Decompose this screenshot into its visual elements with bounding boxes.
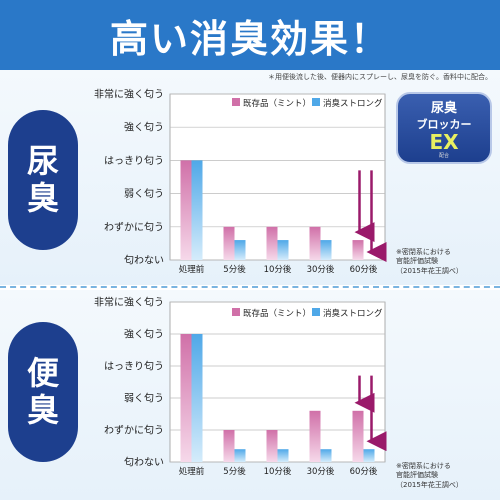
footnote-feces: ※密閉系における 官能評価試験 （2015年花王調べ）: [396, 462, 463, 490]
urine-odor-badge: 尿 臭: [8, 110, 78, 250]
usage-note: ＊用便後流した後、便器内にスプレーし、尿臭を防ぐ。香料中に配合。: [268, 73, 492, 81]
x-tick-label: 60分後: [350, 264, 378, 275]
legend-label: 消臭ストロング: [323, 98, 383, 109]
legend-swatch: [312, 308, 320, 316]
y-tick-label: 匂わない: [124, 254, 164, 267]
footnote-line: （2015年花王調べ）: [396, 266, 463, 275]
badge-char: 臭: [26, 179, 59, 217]
bar-odor-strong: [363, 449, 375, 462]
y-tick-label: 強く匂う: [124, 328, 164, 341]
bar-odor-strong: [277, 449, 289, 462]
page-title: 高い消臭効果！: [109, 16, 390, 61]
bar-odor-strong: [234, 449, 246, 462]
y-tick-label: わずかに匂う: [104, 424, 164, 437]
footnote-line: （2015年花王調べ）: [396, 480, 463, 489]
x-tick-label: 60分後: [350, 466, 378, 477]
bar-existing-mint: [180, 160, 192, 260]
bar-odor-strong: [320, 449, 332, 462]
badge-char: 尿: [26, 142, 59, 181]
y-tick-label: はっきり匂う: [104, 360, 164, 373]
y-tick-label: 非常に強く匂う: [94, 88, 164, 101]
badge-char: 便: [26, 354, 59, 393]
logo-text: 尿臭: [430, 101, 457, 116]
x-tick-label: 30分後: [307, 264, 335, 275]
feces-odor-badge: 便 臭: [8, 322, 78, 462]
urine-blocker-ex-logo: 尿臭 ブロッカー EX 配合: [396, 92, 492, 164]
legend-label: 既存品（ミント）: [243, 98, 311, 109]
y-tick-label: 弱く匂う: [124, 187, 164, 200]
x-tick-label: 30分後: [307, 466, 335, 477]
panel-divider: [0, 286, 500, 288]
logo-text: 配合: [438, 153, 449, 159]
bar-odor-strong: [191, 160, 203, 260]
bar-existing-mint: [309, 410, 321, 462]
x-tick-label: 処理前: [179, 264, 205, 275]
legend-swatch: [232, 308, 240, 316]
y-tick-label: わずかに匂う: [104, 220, 164, 233]
bar-existing-mint: [352, 410, 364, 462]
bar-odor-strong: [277, 240, 289, 260]
x-tick-label: 処理前: [179, 466, 205, 477]
legend-swatch: [232, 98, 240, 106]
footnote-urine: ※密閉系における 官能評価試験 （2015年花王調べ）: [396, 248, 463, 276]
logo-text: EX: [429, 130, 459, 154]
x-tick-label: 5分後: [223, 264, 246, 275]
legend-swatch: [312, 98, 320, 106]
bar-existing-mint: [352, 240, 364, 260]
bar-existing-mint: [180, 334, 192, 462]
header-banner: 高い消臭効果！: [0, 0, 500, 70]
legend-label: 既存品（ミント）: [243, 308, 311, 319]
bar-existing-mint: [266, 226, 278, 260]
y-tick-label: 非常に強く匂う: [94, 296, 164, 309]
bar-existing-mint: [309, 226, 321, 260]
bar-existing-mint: [223, 430, 235, 462]
footnote-line: 官能評価試験: [396, 471, 438, 480]
bar-existing-mint: [223, 226, 235, 260]
badge-char: 臭: [26, 391, 59, 429]
logo-text: ブロッカー: [416, 118, 472, 131]
bar-odor-strong: [320, 240, 332, 260]
legend-label: 消臭ストロング: [323, 308, 383, 319]
y-tick-label: 強く匂う: [124, 121, 164, 134]
footnote-line: 官能評価試験: [396, 257, 438, 266]
footnote-line: ※密閉系における: [396, 248, 451, 256]
y-tick-label: はっきり匂う: [104, 154, 164, 167]
bar-odor-strong: [191, 334, 203, 462]
x-tick-label: 5分後: [223, 466, 246, 477]
bar-odor-strong: [234, 240, 246, 260]
y-tick-label: 匂わない: [124, 456, 164, 469]
y-tick-label: 弱く匂う: [124, 392, 164, 405]
x-tick-label: 10分後: [264, 264, 292, 275]
x-tick-label: 10分後: [264, 466, 292, 477]
footnote-line: ※密閉系における: [396, 462, 451, 470]
bar-existing-mint: [266, 430, 278, 462]
